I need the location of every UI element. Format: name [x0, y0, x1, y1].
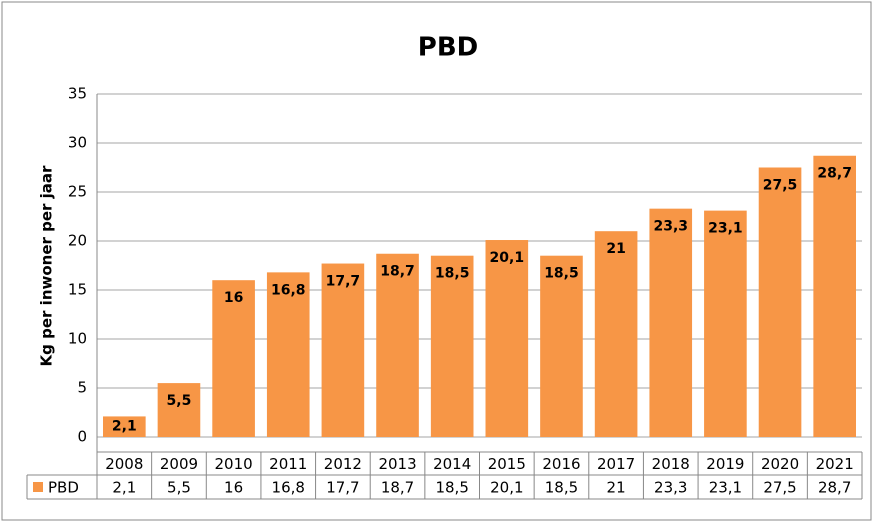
x-tick-label: 2019: [706, 455, 744, 473]
y-tick-label: 35: [68, 85, 87, 103]
bar: [540, 255, 583, 437]
table-value: 18,7: [381, 479, 414, 497]
bar: [376, 253, 419, 437]
x-tick-label: 2008: [105, 455, 143, 473]
y-tick-label: 10: [68, 330, 87, 348]
x-tick-label: 2013: [378, 455, 416, 473]
table-value: 28,7: [818, 479, 851, 497]
y-tick-label: 15: [68, 281, 87, 299]
bar: [157, 383, 201, 437]
value-label: 5,5: [167, 393, 192, 409]
table-value: 16,8: [272, 479, 305, 497]
bar: [704, 210, 747, 437]
x-tick-label: 2016: [542, 455, 580, 473]
value-label: 18,5: [435, 266, 470, 282]
y-tick-label: 0: [77, 428, 87, 446]
bar: [485, 240, 529, 437]
x-tick-label: 2010: [215, 455, 253, 473]
x-tick-label: 2015: [488, 455, 526, 473]
value-label: 16,8: [271, 282, 306, 298]
bar: [594, 231, 638, 437]
table-value: 18,5: [545, 479, 578, 497]
value-label: 18,5: [544, 266, 579, 282]
value-label: 16: [224, 290, 243, 306]
bar: [103, 416, 146, 437]
x-tick-label: 2014: [433, 455, 471, 473]
bar: [649, 208, 693, 437]
x-tick-label: 2012: [324, 455, 362, 473]
y-tick-label: 30: [68, 134, 87, 152]
value-label: 17,7: [326, 274, 361, 290]
table-value: 16: [224, 479, 243, 497]
y-tick-label: 25: [68, 183, 87, 201]
table-value: 23,1: [709, 479, 742, 497]
x-tick-label: 2011: [269, 455, 307, 473]
bar: [813, 155, 856, 438]
x-tick-label: 2020: [761, 455, 799, 473]
y-tick-label: 20: [68, 232, 87, 250]
table-value: 5,5: [167, 479, 191, 497]
value-label: 28,7: [817, 166, 852, 182]
value-label: 23,1: [708, 221, 743, 237]
legend-swatch: [33, 482, 43, 492]
table-value: 20,1: [490, 479, 523, 497]
bar: [266, 272, 310, 437]
value-label: 23,3: [653, 219, 688, 235]
bar: [321, 263, 365, 437]
value-label: 18,7: [380, 264, 415, 280]
x-tick-label: 2021: [816, 455, 854, 473]
value-label: 2,1: [112, 419, 137, 435]
bar: [212, 280, 255, 437]
bar: [430, 255, 474, 437]
value-label: 20,1: [490, 250, 525, 266]
legend-label: PBD: [48, 479, 79, 497]
table-value: 21: [607, 479, 626, 497]
value-label: 27,5: [763, 178, 798, 194]
x-tick-label: 2018: [652, 455, 690, 473]
x-tick-label: 2009: [160, 455, 198, 473]
table-value: 17,7: [326, 479, 359, 497]
x-tick-label: 2017: [597, 455, 635, 473]
table-value: 27,5: [763, 479, 796, 497]
table-value: 2,1: [112, 479, 136, 497]
table-value: 18,5: [435, 479, 468, 497]
y-tick-label: 5: [77, 379, 87, 397]
y-axis-label: Kg per inwoner per jaar: [38, 165, 56, 366]
bar: [758, 167, 802, 437]
value-label: 21: [606, 241, 625, 257]
table-value: 23,3: [654, 479, 687, 497]
chart-title: PBD: [418, 33, 478, 63]
